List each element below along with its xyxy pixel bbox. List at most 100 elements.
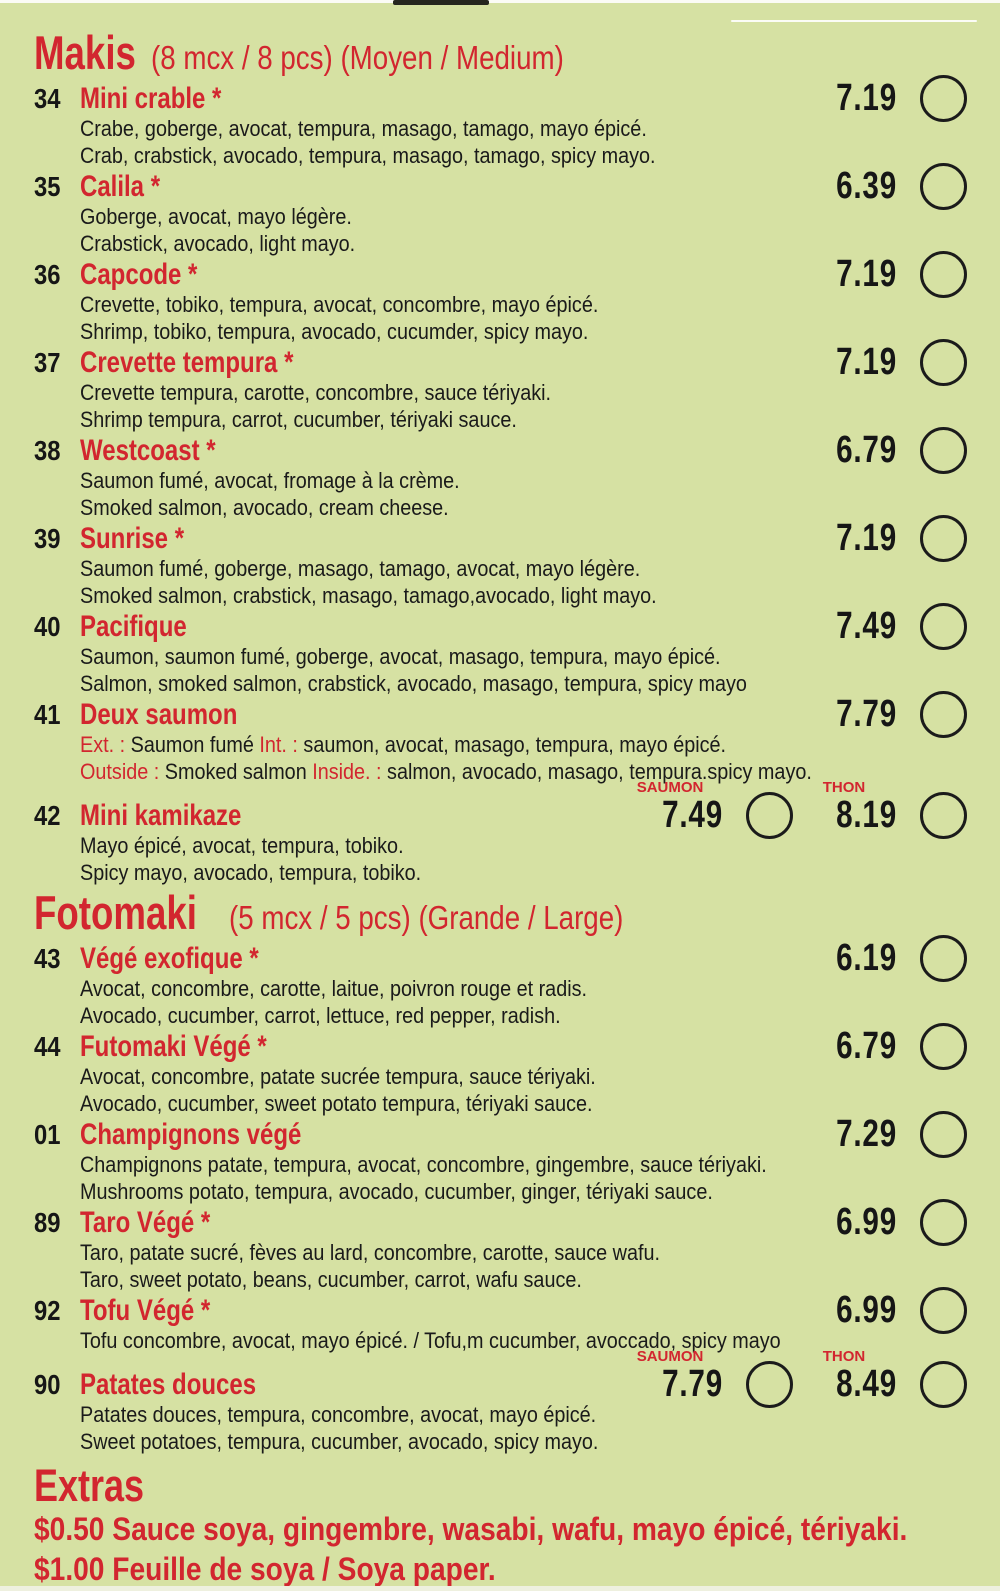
- desc-text: Ext. :: [80, 732, 131, 757]
- item-number: 43: [34, 942, 61, 974]
- order-circle[interactable]: [920, 1023, 967, 1070]
- desc-text: Salmon, smoked salmon, crabstick, avocad…: [80, 671, 747, 696]
- section-subtitle: (5 mcx / 5 pcs) (Grande / Large): [228, 899, 624, 936]
- price-area: 6.99: [819, 1287, 967, 1334]
- menu-section: Makis (8 mcx / 8 pcs) (Moyen / Medium) 34…: [34, 26, 967, 886]
- order-circle[interactable]: [920, 251, 967, 298]
- menu-item: 35 Calila * 6.39 Goberge, avocat, mayo légè…: [34, 163, 967, 257]
- desc-text: Smoked salmon, avocado, cream cheese.: [80, 495, 449, 520]
- asterisk-icon: *: [144, 169, 161, 203]
- menu-item: 36 Capcode * 7.19 Crevette, tobiko, tempura…: [34, 251, 967, 345]
- item-description: Sweet potatoes, tempura, cucumber, avoca…: [80, 1428, 878, 1455]
- item-number: 39: [34, 522, 61, 554]
- order-circle[interactable]: [746, 1361, 794, 1408]
- order-circle[interactable]: [920, 1361, 967, 1408]
- desc-text: Goberge, avocat, mayo légère.: [80, 204, 352, 229]
- price-group: 7.29: [819, 1111, 967, 1158]
- order-circle[interactable]: [920, 1287, 967, 1334]
- order-circle[interactable]: [920, 935, 967, 982]
- order-circle[interactable]: [920, 163, 967, 210]
- item-title: Mini kamikaze: [80, 799, 645, 833]
- item-title: Pacifique: [80, 610, 819, 644]
- order-circle[interactable]: [920, 339, 967, 386]
- item-name: Mini crable *: [80, 81, 222, 115]
- item-description: Crevette tempura, carotte, concombre, sa…: [80, 379, 878, 406]
- item-number: 44: [34, 1030, 61, 1062]
- item-number: 35: [34, 170, 61, 202]
- item-title: Patates douces: [80, 1368, 645, 1402]
- item-title: Tofu Végé *: [80, 1294, 819, 1328]
- price-area: 7.49: [819, 603, 967, 650]
- section-title: Makis: [34, 26, 136, 79]
- desc-text: Mayo épicé, avocat, tempura, tobiko.: [80, 833, 404, 858]
- order-circle[interactable]: [920, 691, 967, 738]
- item-name: Tofu Végé *: [80, 1293, 211, 1327]
- item-price: 8.19: [836, 794, 897, 836]
- price-group: 6.99: [819, 1287, 967, 1334]
- menu-item: 43 Végé exofique * 6.19 Avocat, concombre, …: [34, 935, 967, 1029]
- scan-artifact-top-strip: [0, 0, 1000, 3]
- price-group: 6.79: [819, 427, 967, 474]
- item-description: Salmon, smoked salmon, crabstick, avocad…: [80, 670, 878, 697]
- price-group: 7.49: [819, 603, 967, 650]
- price-group: SAUMON 7.49: [637, 779, 794, 839]
- price-area: SAUMON 7.79 THON 8.49: [637, 1348, 967, 1408]
- asterisk-icon: *: [242, 941, 259, 975]
- price-column-label: SAUMON: [636, 1348, 704, 1365]
- desc-text: Smoked salmon: [164, 759, 313, 784]
- menu-item: 39 Sunrise * 7.19 Saumon fumé, goberge, mas…: [34, 515, 967, 609]
- order-circle[interactable]: [920, 427, 967, 474]
- order-circle[interactable]: [920, 603, 967, 650]
- item-name: Mini kamikaze: [80, 798, 242, 832]
- price-area: 6.99: [819, 1199, 967, 1246]
- extras-title-text: Extras: [34, 1460, 145, 1511]
- price-area: 6.39: [819, 163, 967, 210]
- item-name: Sunrise *: [80, 521, 185, 555]
- item-description: Patates douces, tempura, concombre, avoc…: [80, 1401, 878, 1428]
- menu-item: 01 Champignons végé 7.29 Champignons patate…: [34, 1111, 967, 1205]
- item-number: 36: [34, 258, 61, 290]
- price-group: 6.99: [819, 1199, 967, 1246]
- desc-text: Crab, crabstick, avocado, tempura, masag…: [80, 143, 656, 168]
- item-header: 40 Pacifique 7.49: [34, 603, 967, 650]
- price-area: 7.19: [819, 339, 967, 386]
- item-title: Taro Végé *: [80, 1206, 819, 1240]
- desc-text: Saumon fumé, goberge, masago, tamago, av…: [80, 556, 641, 581]
- menu-content: Makis (8 mcx / 8 pcs) (Moyen / Medium) 34…: [34, 26, 967, 1589]
- item-description: Crabstick, avocado, light mayo.: [80, 230, 878, 257]
- menu-item: 44 Futomaki Végé * 6.79 Avocat, concombre, …: [34, 1023, 967, 1117]
- desc-text: Taro, patate sucré, fèves au lard, conco…: [80, 1240, 661, 1265]
- item-description: Outside : Smoked salmon Inside. : salmon…: [80, 758, 878, 785]
- extras-title: Extras: [34, 1463, 967, 1509]
- item-price: 6.19: [836, 937, 897, 979]
- item-header: 92 Tofu Végé * 6.99: [34, 1287, 967, 1334]
- order-circle[interactable]: [920, 1111, 967, 1158]
- order-circle[interactable]: [920, 75, 967, 122]
- order-circle[interactable]: [920, 792, 967, 839]
- menu-section: Fotomaki (5 mcx / 5 pcs) (Grande / Large…: [34, 889, 967, 1455]
- item-description: Smoked salmon, avocado, cream cheese.: [80, 494, 878, 521]
- item-header: 37 Crevette tempura * 7.19: [34, 339, 967, 386]
- item-price: 6.79: [836, 429, 897, 471]
- order-circle[interactable]: [920, 1199, 967, 1246]
- price-group: 7.79: [819, 691, 967, 738]
- menu-item: 34 Mini crable * 7.19 Crabe, goberge, avoca…: [34, 75, 967, 169]
- price-area: 7.79: [819, 691, 967, 738]
- menu-item: 89 Taro Végé * 6.99 Taro, patate sucré, fèv…: [34, 1199, 967, 1293]
- item-header: 44 Futomaki Végé * 6.79: [34, 1023, 967, 1070]
- item-price: 7.19: [836, 77, 897, 119]
- desc-text: Shrimp tempura, carrot, cucumber, tériya…: [80, 407, 517, 432]
- order-circle[interactable]: [746, 792, 794, 839]
- desc-text: Spicy mayo, avocado, tempura, tobiko.: [80, 860, 422, 885]
- item-name: Capcode *: [80, 257, 198, 291]
- price-group: 6.39: [819, 163, 967, 210]
- menu-item: 37 Crevette tempura * 7.19 Crevette tempura…: [34, 339, 967, 433]
- item-description: Crab, crabstick, avocado, tempura, masag…: [80, 142, 878, 169]
- order-circle[interactable]: [920, 515, 967, 562]
- item-description: Taro, patate sucré, fèves au lard, conco…: [80, 1239, 878, 1266]
- price-column-label: SAUMON: [636, 779, 704, 796]
- price-group: 6.79: [819, 1023, 967, 1070]
- item-description: Avocado, cucumber, carrot, lettuce, red …: [80, 1002, 878, 1029]
- item-price: 7.29: [836, 1113, 897, 1155]
